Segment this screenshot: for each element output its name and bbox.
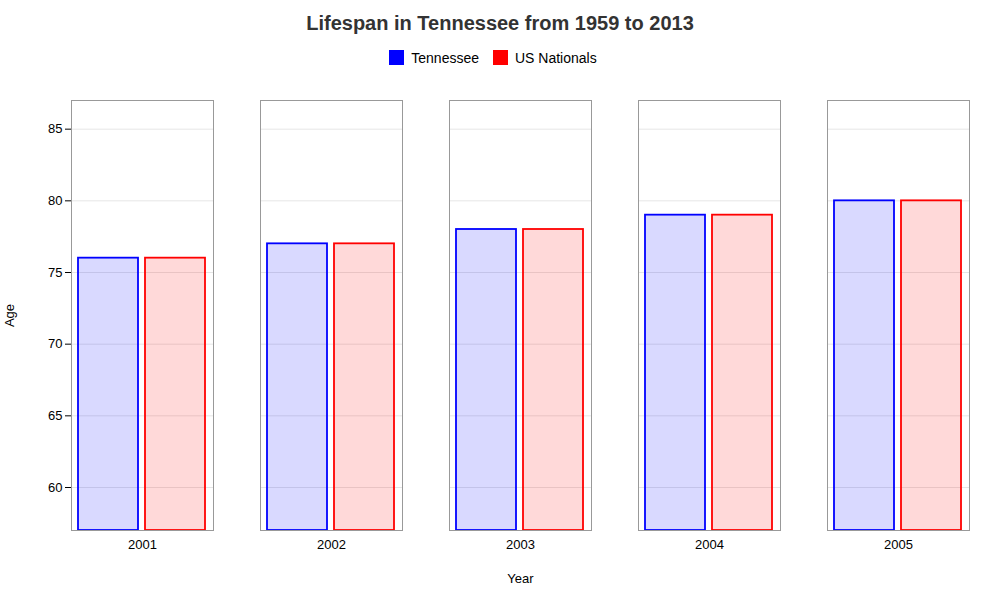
- svg-text:75: 75: [48, 265, 62, 280]
- svg-text:2005: 2005: [884, 537, 913, 552]
- svg-text:2002: 2002: [317, 537, 346, 552]
- svg-text:65: 65: [48, 408, 62, 423]
- svg-text:70: 70: [48, 336, 62, 351]
- svg-text:60: 60: [48, 480, 62, 495]
- svg-text:Year: Year: [507, 571, 534, 586]
- html-text:US Nationals: US Nationals: [515, 49, 597, 66]
- svg-text:2004: 2004: [695, 537, 724, 552]
- svg-text:2001: 2001: [128, 537, 157, 552]
- html-text:Lifespan in Tennessee from 195: Lifespan in Tennessee from 1959 to 2013: [306, 12, 694, 34]
- svg-text:Age: Age: [2, 304, 17, 327]
- svg-text:80: 80: [48, 193, 62, 208]
- html-text:Tennessee: Tennessee: [411, 49, 479, 66]
- svg-text:85: 85: [48, 121, 62, 136]
- svg-text:2003: 2003: [506, 537, 535, 552]
